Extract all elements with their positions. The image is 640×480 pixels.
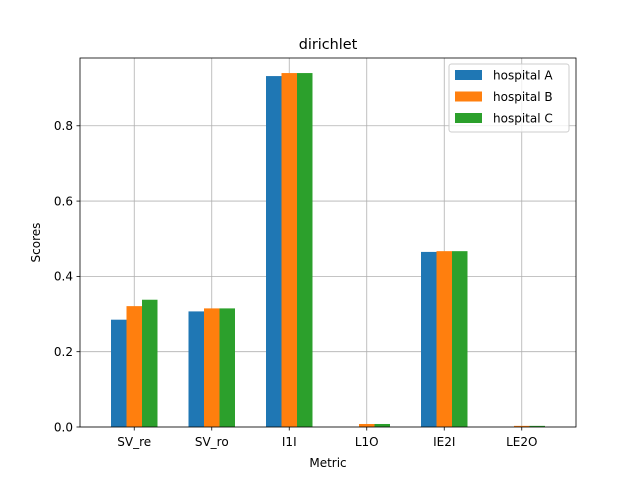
- legend-swatch: [455, 91, 482, 102]
- bar-hospital-b-l1o: [359, 423, 375, 427]
- bar-hospital-c-l1o: [374, 423, 390, 427]
- bar-hospital-b-sv_ro: [204, 308, 220, 427]
- bar-hospital-b-ie2i: [436, 251, 452, 427]
- x-tick-label: IE2I: [433, 435, 455, 449]
- x-tick-label: I1I: [282, 435, 297, 449]
- legend-label: hospital A: [493, 68, 553, 82]
- bars: [111, 73, 545, 428]
- legend-swatch: [455, 113, 482, 123]
- bar-hospital-b-le2o: [514, 425, 530, 427]
- legend-label: hospital B: [493, 90, 553, 104]
- plot-frame: [79, 57, 577, 428]
- x-tick-label: L1O: [355, 435, 379, 449]
- legend: hospital A hospital B hospital C: [448, 63, 570, 133]
- y-tick-label: 0.8: [54, 119, 73, 133]
- x-tick-label: SV_ro: [195, 435, 229, 449]
- bar-hospital-b-sv_re: [126, 306, 142, 427]
- ticks: SV_re SV_ro I1I L1O IE2I LE2O 0.0 0.2 0.4 0.6 0.8: [54, 119, 538, 449]
- chart-title: dirichlet: [299, 37, 358, 53]
- y-tick-label: 0.2: [54, 345, 73, 359]
- bar-hospital-a-sv_re: [111, 319, 127, 427]
- bar-hospital-a-i1i: [266, 76, 282, 427]
- y-tick-label: 0.6: [54, 194, 73, 208]
- y-axis-title: Scores: [29, 223, 43, 263]
- bar-hospital-c-i1i: [297, 73, 313, 428]
- legend-swatch: [455, 70, 482, 80]
- bar-hospital-a-sv_ro: [188, 311, 204, 427]
- bar-hospital-c-ie2i: [452, 251, 468, 427]
- x-axis-title: Metric: [309, 456, 346, 470]
- legend-label: hospital C: [493, 111, 553, 125]
- bar-hospital-c-sv_re: [142, 299, 158, 427]
- y-tick-label: 0.4: [54, 270, 73, 284]
- x-tick-label: SV_re: [117, 435, 151, 449]
- bar-hospital-a-ie2i: [421, 251, 437, 427]
- bar-hospital-b-i1i: [281, 73, 297, 428]
- y-tick-label: 0.0: [54, 420, 73, 434]
- x-tick-label: LE2O: [506, 435, 537, 449]
- bar-hospital-c-sv_ro: [219, 308, 235, 427]
- bar-hospital-c-le2o: [529, 425, 545, 427]
